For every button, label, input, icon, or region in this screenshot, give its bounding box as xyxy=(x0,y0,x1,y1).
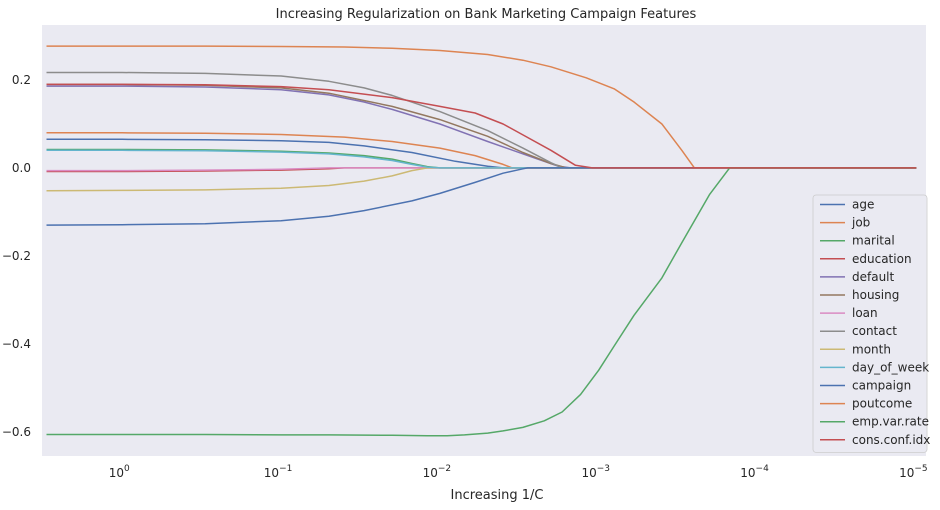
y-tick-label-1: 0.0 xyxy=(12,161,31,175)
x-tick-label-0: 100 xyxy=(109,464,130,480)
y-tick-label-4: −0.6 xyxy=(2,425,31,439)
x-axis-label: Increasing 1/C xyxy=(451,488,544,503)
legend-label-11: poutcome xyxy=(852,397,912,411)
legend-label-9: day_of_week xyxy=(852,360,929,374)
x-tick-exponent-2: −2 xyxy=(438,464,451,474)
series-line-10 xyxy=(46,167,917,226)
x-tick-exponent-3: −3 xyxy=(597,464,610,474)
legend: age job marital education default housing loan… xyxy=(812,194,930,453)
legend-label-12: emp.var.rate xyxy=(852,415,929,429)
x-tick-exponent-4: −4 xyxy=(756,464,770,474)
series-line-0 xyxy=(46,138,917,169)
x-tick-label-1: 10−1 xyxy=(264,464,293,480)
legend-label-5: housing xyxy=(852,288,899,302)
series-layer xyxy=(46,45,917,437)
legend-label-7: contact xyxy=(852,324,897,338)
x-tick-label-5: 10−5 xyxy=(899,464,928,480)
y-tick-label-3: −0.4 xyxy=(2,337,31,351)
x-tick-exponent-0: 0 xyxy=(124,464,130,474)
chart-title: Increasing Regularization on Bank Market… xyxy=(276,7,697,22)
legend-label-4: default xyxy=(852,270,895,284)
series-line-8 xyxy=(46,167,917,192)
legend-label-10: campaign xyxy=(852,379,911,393)
legend-label-13: cons.conf.idx xyxy=(852,433,930,447)
y-tick-label-2: −0.2 xyxy=(2,249,31,263)
x-tick-exponent-5: −5 xyxy=(914,464,927,474)
legend-label-0: age xyxy=(852,198,874,212)
plot-area xyxy=(42,25,926,456)
y-axis-ticks: 0.2 0.0 −0.2 −0.4 −0.6 xyxy=(2,73,31,439)
x-tick-label-3: 10−3 xyxy=(581,464,610,480)
series-line-13 xyxy=(46,83,917,169)
series-line-12 xyxy=(46,167,917,437)
x-tick-exponent-1: −1 xyxy=(279,464,292,474)
series-line-7 xyxy=(46,71,917,169)
x-tick-label-2: 10−2 xyxy=(423,464,452,480)
legend-label-6: loan xyxy=(852,306,878,320)
y-tick-label-0: 0.2 xyxy=(12,73,31,87)
series-line-9 xyxy=(46,149,917,169)
x-axis-ticks: 100 10−1 10−2 10−3 10−4 10−5 xyxy=(109,464,928,480)
series-line-11 xyxy=(46,45,917,169)
legend-label-1: job xyxy=(851,216,870,230)
x-tick-label-4: 10−4 xyxy=(740,464,769,480)
legend-label-3: education xyxy=(852,252,912,266)
series-line-1 xyxy=(46,132,917,169)
legend-label-8: month xyxy=(852,342,891,356)
legend-label-2: marital xyxy=(852,234,895,248)
